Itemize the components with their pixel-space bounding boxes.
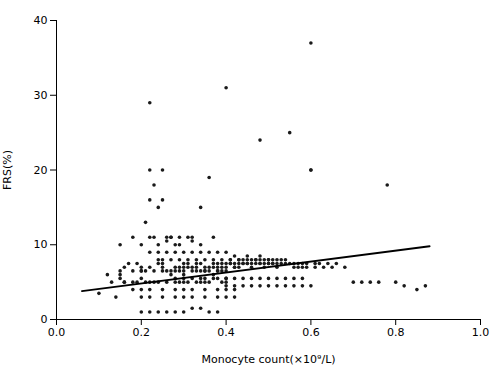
svg-text:Monocyte count(×10⁹/L): Monocyte count(×10⁹/L) — [201, 353, 335, 365]
svg-text:1.0: 1.0 — [472, 326, 490, 339]
svg-text:10: 10 — [34, 238, 48, 251]
svg-text:FRS(%): FRS(%) — [1, 150, 14, 190]
svg-text:30: 30 — [34, 89, 48, 102]
svg-text:40: 40 — [34, 14, 48, 27]
svg-text:20: 20 — [34, 164, 48, 177]
svg-text:0.0: 0.0 — [48, 326, 66, 339]
svg-text:0.8: 0.8 — [387, 326, 405, 339]
svg-text:0: 0 — [41, 313, 48, 326]
svg-text:0.6: 0.6 — [302, 326, 320, 339]
svg-text:0.2: 0.2 — [133, 326, 151, 339]
svg-text:0.4: 0.4 — [217, 326, 235, 339]
